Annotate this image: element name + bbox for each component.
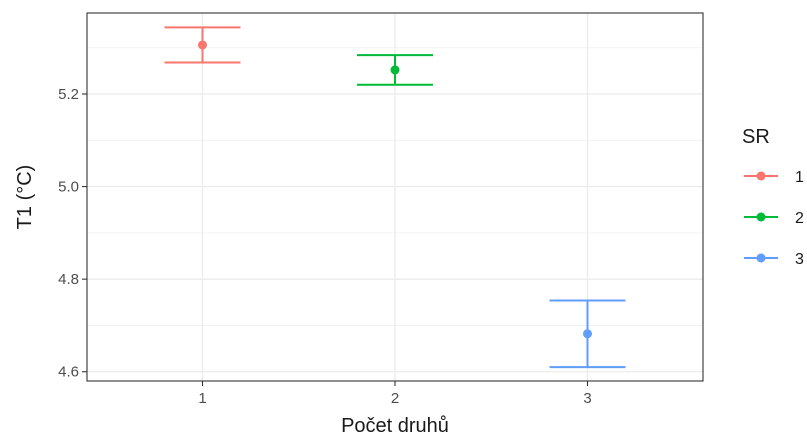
legend-key-point-3 xyxy=(756,253,766,263)
legend-label-3: 3 xyxy=(795,251,804,268)
y-axis: 4.6 4.8 5.0 5.2 xyxy=(58,86,87,381)
y-tick-label: 4.8 xyxy=(58,271,79,288)
legend-key-point-1 xyxy=(756,171,766,181)
legend-key-point-2 xyxy=(756,212,766,222)
legend-label-1: 1 xyxy=(795,169,804,186)
point-2 xyxy=(390,65,400,75)
x-tick-label: 1 xyxy=(198,390,206,407)
x-axis: 1 2 3 xyxy=(198,381,592,407)
y-tick-label: 4.6 xyxy=(58,364,79,381)
y-tick-label: 5.2 xyxy=(58,86,79,103)
legend-title: SR xyxy=(742,126,770,148)
x-tick-label: 3 xyxy=(583,390,591,407)
x-axis-title: Počet druhů xyxy=(341,415,449,437)
point-3 xyxy=(583,329,592,339)
x-tick-label: 2 xyxy=(391,390,399,407)
legend: SR 1 2 3 xyxy=(742,126,804,268)
y-tick-label: 5.0 xyxy=(58,179,79,196)
point-1 xyxy=(198,40,207,50)
y-axis-title: T1 (°C) xyxy=(14,165,36,230)
data-marks xyxy=(164,26,626,369)
legend-label-2: 2 xyxy=(795,210,804,227)
